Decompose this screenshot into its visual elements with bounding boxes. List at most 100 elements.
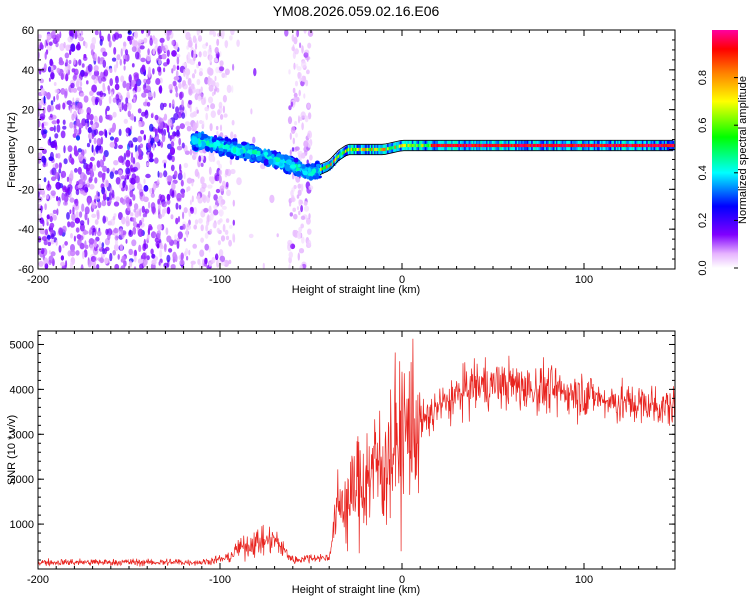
noise-blob bbox=[142, 213, 146, 218]
noise-blob bbox=[82, 158, 86, 165]
tone-core bbox=[620, 143, 623, 148]
noise-blob bbox=[151, 253, 156, 259]
noise-blob bbox=[292, 87, 296, 94]
noise-blob bbox=[39, 69, 42, 75]
noise-blob bbox=[229, 35, 233, 41]
noise-blob bbox=[168, 102, 172, 108]
noise-blob bbox=[175, 106, 180, 114]
noise-blob bbox=[56, 124, 61, 133]
tone-core bbox=[363, 147, 366, 152]
noise-blob bbox=[55, 104, 60, 110]
noise-blob bbox=[122, 80, 127, 89]
noise-blob bbox=[93, 164, 96, 172]
noise-blob bbox=[130, 155, 134, 163]
noise-blob bbox=[140, 57, 146, 63]
noise-blob bbox=[191, 264, 194, 269]
noise-blob bbox=[150, 231, 157, 239]
noise-blob bbox=[154, 157, 159, 164]
tone-core bbox=[643, 143, 646, 148]
noise-blob bbox=[124, 49, 129, 56]
noise-blob bbox=[221, 205, 227, 210]
noise-blob bbox=[55, 239, 58, 246]
noise-blob bbox=[175, 85, 178, 93]
tone-core bbox=[608, 143, 611, 148]
noise-blob bbox=[183, 237, 187, 242]
noise-blob bbox=[96, 144, 102, 151]
noise-blob bbox=[207, 214, 210, 223]
tone-core bbox=[374, 147, 377, 152]
noise-blob bbox=[41, 155, 46, 163]
noise-blob bbox=[197, 35, 203, 42]
signal-blob bbox=[276, 153, 282, 158]
noise-blob bbox=[174, 170, 178, 178]
noise-blob bbox=[50, 251, 56, 257]
spectrogram-ylabel: Frequency (Hz) bbox=[6, 112, 18, 188]
noise-blob bbox=[298, 210, 301, 216]
noise-blob bbox=[48, 250, 51, 255]
noise-blob bbox=[141, 252, 147, 260]
noise-blob bbox=[102, 193, 107, 201]
tone-core bbox=[542, 143, 546, 148]
noise-blob bbox=[101, 173, 106, 181]
noise-blob bbox=[123, 58, 126, 65]
noise-blob bbox=[178, 82, 182, 89]
noise-blob bbox=[217, 260, 222, 266]
tone-core bbox=[657, 143, 661, 148]
tone-core bbox=[471, 143, 474, 148]
noise-blob bbox=[171, 68, 174, 74]
noise-blob bbox=[143, 258, 148, 266]
noise-blob bbox=[58, 60, 65, 66]
noise-blob bbox=[198, 51, 202, 58]
noise-blob bbox=[185, 248, 189, 255]
noise-blob bbox=[72, 206, 75, 215]
noise-blob bbox=[163, 62, 168, 67]
noise-blob bbox=[161, 42, 164, 49]
noise-blob bbox=[222, 94, 227, 103]
noise-blob bbox=[175, 92, 179, 98]
noise-blob bbox=[65, 73, 69, 82]
tone-core bbox=[580, 143, 583, 148]
noise-blob bbox=[157, 170, 160, 178]
noise-blob bbox=[122, 180, 126, 189]
tone-core bbox=[465, 143, 468, 148]
noise-blob bbox=[301, 122, 304, 131]
noise-blob bbox=[134, 74, 139, 82]
noise-blob bbox=[161, 128, 164, 136]
tone-core bbox=[470, 143, 473, 148]
noise-blob bbox=[75, 211, 79, 218]
noise-blob bbox=[38, 100, 43, 109]
noise-blob bbox=[77, 166, 82, 175]
noise-blob bbox=[166, 235, 172, 243]
noise-blob bbox=[138, 244, 142, 252]
noise-blob bbox=[300, 223, 305, 229]
noise-blob bbox=[306, 217, 311, 225]
noise-blob bbox=[38, 34, 42, 39]
noise-blob bbox=[220, 114, 224, 120]
noise-blob bbox=[170, 214, 174, 220]
tone-core bbox=[384, 147, 387, 151]
noise-blob bbox=[215, 253, 219, 261]
noise-blob bbox=[194, 168, 199, 177]
noise-blob bbox=[79, 172, 86, 181]
noise-blob bbox=[108, 114, 113, 121]
noise-blob bbox=[44, 228, 49, 236]
noise-blob bbox=[61, 192, 65, 201]
tone-core bbox=[439, 143, 442, 148]
tone-core bbox=[487, 143, 490, 148]
noise-blob bbox=[169, 134, 175, 140]
noise-blob bbox=[69, 187, 73, 193]
tone-core bbox=[358, 147, 361, 152]
tone-core bbox=[464, 143, 467, 148]
noise-blob bbox=[72, 133, 77, 139]
tone-core bbox=[615, 143, 618, 148]
tone-core bbox=[493, 143, 496, 148]
noise-blob bbox=[164, 243, 167, 251]
noise-blob bbox=[161, 53, 167, 60]
x-tick-label: -200 bbox=[27, 574, 49, 586]
tone-core bbox=[621, 143, 624, 148]
noise-blob bbox=[90, 256, 96, 262]
signal-blob bbox=[211, 138, 217, 142]
noise-blob bbox=[53, 96, 56, 102]
noise-blob bbox=[113, 244, 119, 251]
signal-blob bbox=[215, 142, 221, 147]
